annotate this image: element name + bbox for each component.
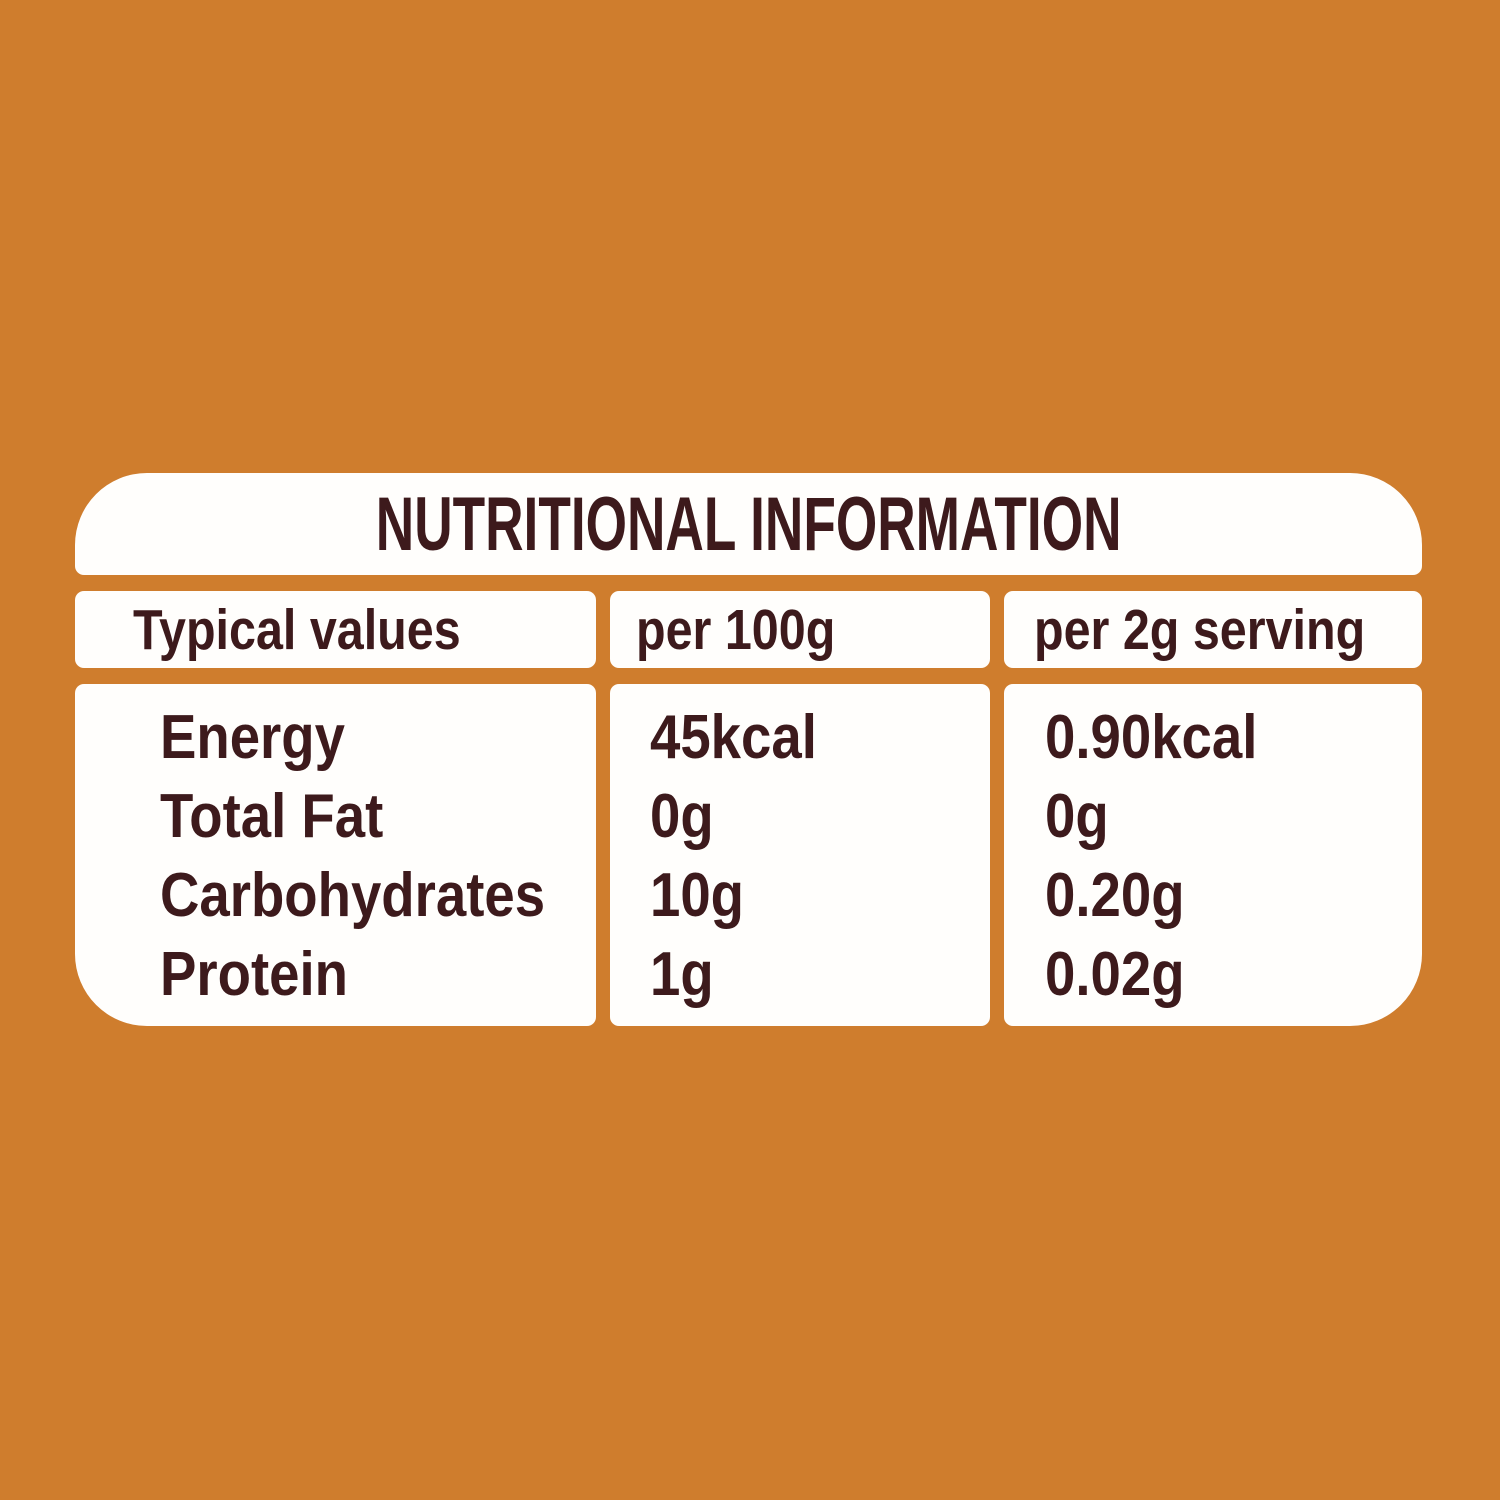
row-label-total-fat: Total Fat bbox=[160, 782, 384, 851]
table-title: NUTRITIONAL INFORMATION bbox=[375, 481, 1122, 567]
per-100g-values-column: 45kcal 0g 10g 1g bbox=[610, 684, 990, 1026]
row-label-energy: Energy bbox=[160, 703, 345, 772]
value-energy-per-100g: 45kcal bbox=[650, 703, 817, 772]
per-serving-values-column: 0.90kcal 0g 0.20g 0.02g bbox=[1004, 684, 1422, 1026]
column-header-per-serving-label: per 2g serving bbox=[1034, 597, 1366, 662]
nutrient-names-column: Energy Total Fat Carbohydrates Protein bbox=[75, 684, 596, 1026]
column-header-per-100g-label: per 100g bbox=[636, 597, 836, 662]
value-carbohydrates-per-100g: 10g bbox=[650, 861, 745, 930]
value-total-fat-per-100g: 0g bbox=[650, 782, 714, 851]
value-protein-per-100g: 1g bbox=[650, 940, 714, 1009]
nutrition-table: NUTRITIONAL INFORMATION Typical values p… bbox=[75, 473, 1422, 1026]
column-header-per-100g: per 100g bbox=[610, 591, 990, 668]
column-header-typical-values-label: Typical values bbox=[133, 597, 461, 662]
table-title-cell: NUTRITIONAL INFORMATION bbox=[75, 473, 1422, 575]
value-energy-per-serving: 0.90kcal bbox=[1045, 703, 1258, 772]
column-header-per-serving: per 2g serving bbox=[1004, 591, 1422, 668]
value-carbohydrates-per-serving: 0.20g bbox=[1045, 861, 1185, 930]
row-label-carbohydrates: Carbohydrates bbox=[160, 861, 546, 930]
value-protein-per-serving: 0.02g bbox=[1045, 940, 1185, 1009]
row-label-protein: Protein bbox=[160, 940, 348, 1009]
value-total-fat-per-serving: 0g bbox=[1045, 782, 1109, 851]
column-header-typical-values: Typical values bbox=[75, 591, 596, 668]
